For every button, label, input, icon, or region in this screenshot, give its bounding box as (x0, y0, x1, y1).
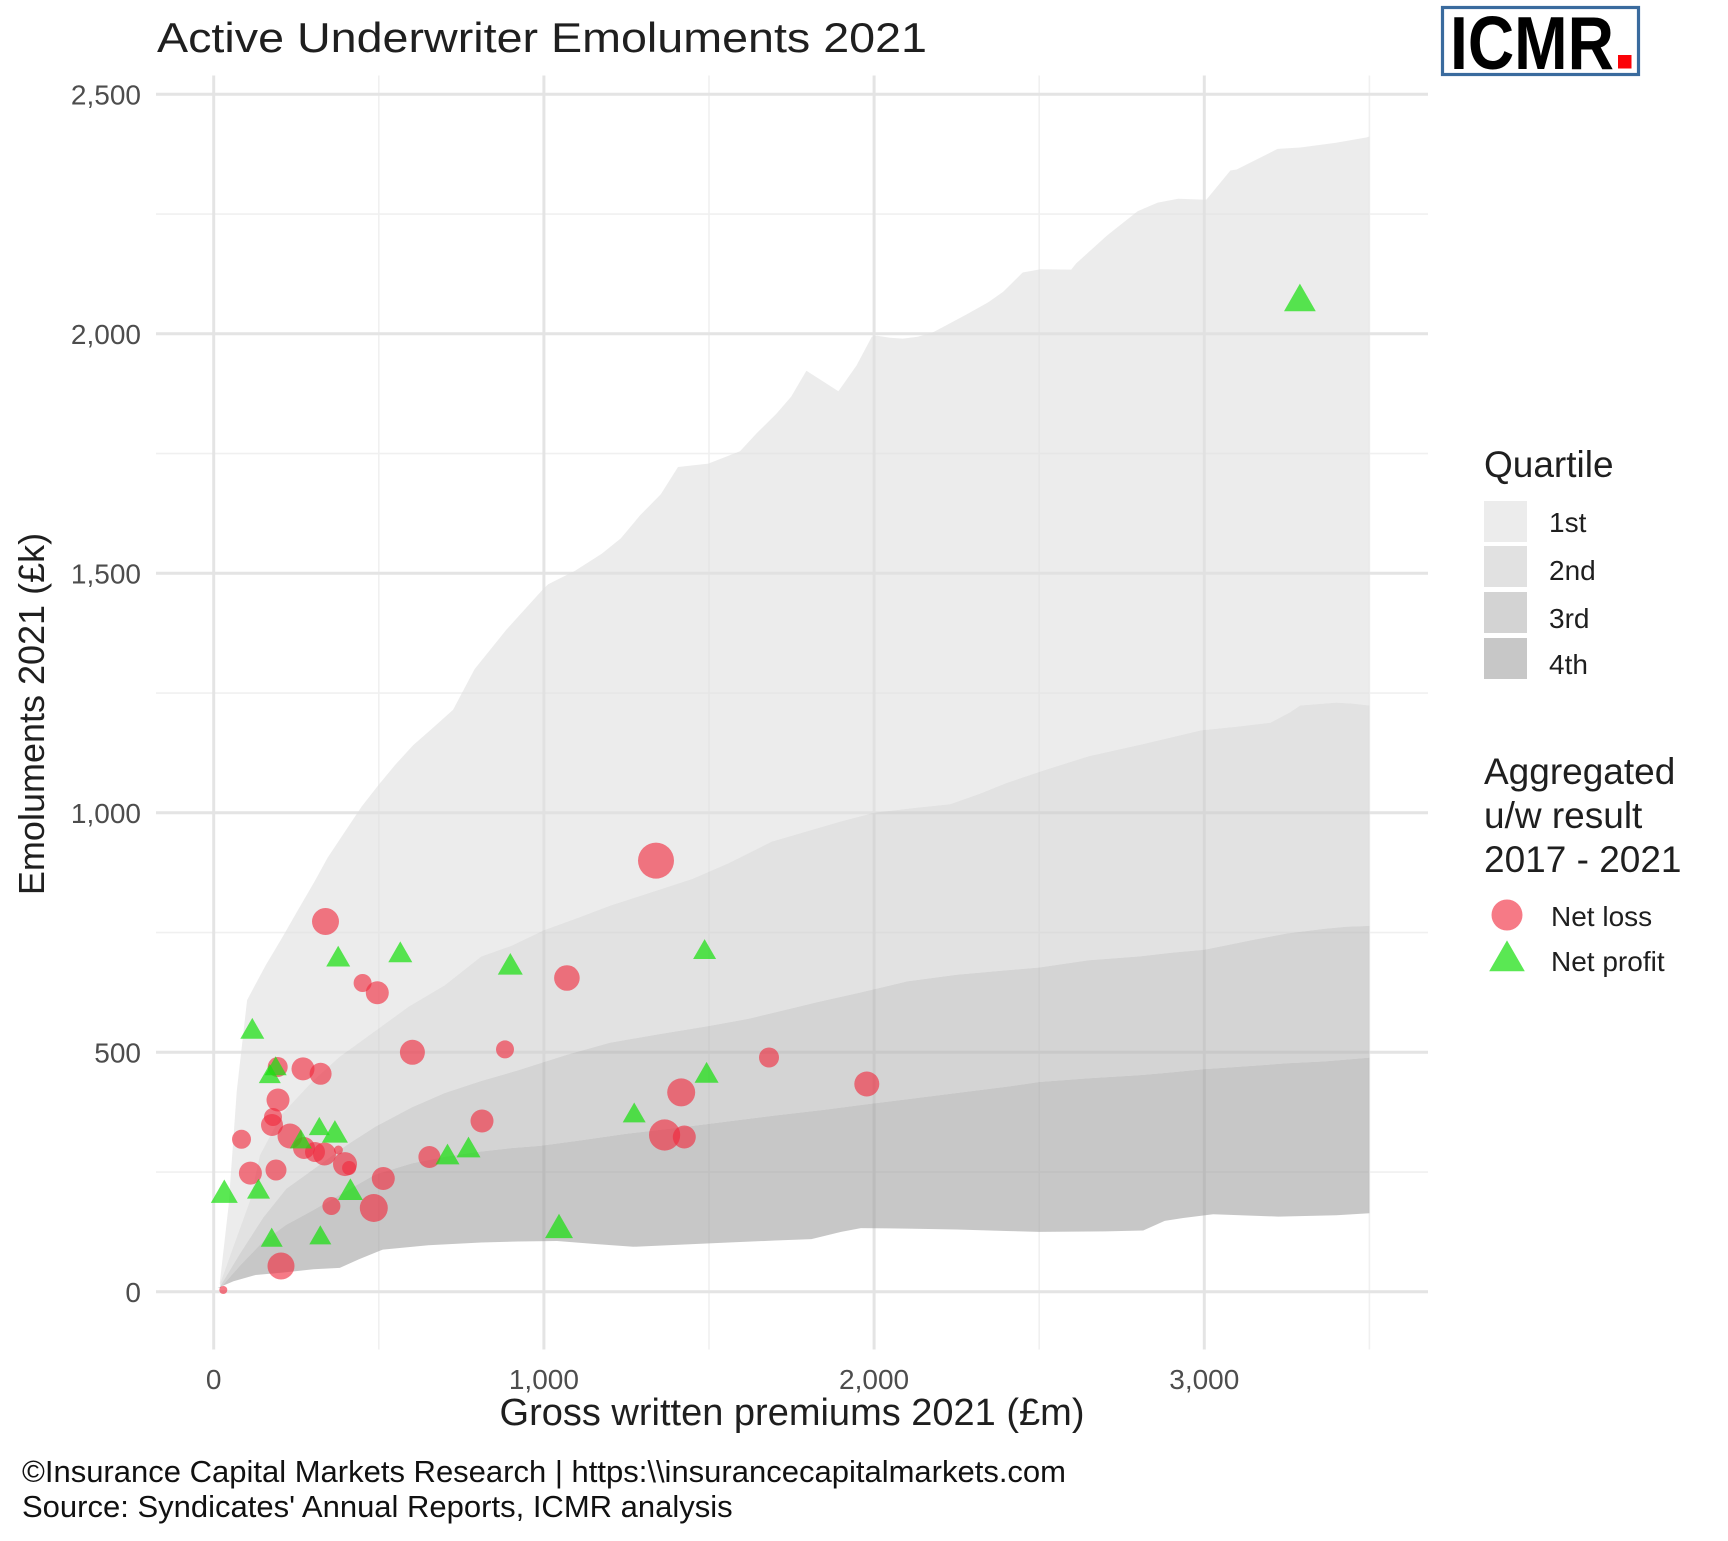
svg-text:2017 - 2021: 2017 - 2021 (1484, 839, 1682, 880)
svg-text:2nd: 2nd (1549, 555, 1596, 586)
svg-text:©Insurance Capital Markets Res: ©Insurance Capital Markets Research | ht… (22, 1454, 1066, 1489)
svg-text:4th: 4th (1549, 649, 1588, 680)
svg-text:2,000: 2,000 (839, 1364, 909, 1395)
svg-text:1,000: 1,000 (509, 1364, 579, 1395)
svg-text:2,000: 2,000 (71, 319, 141, 350)
svg-text:0: 0 (206, 1364, 222, 1395)
svg-text:0: 0 (125, 1277, 141, 1308)
svg-text:2,500: 2,500 (71, 79, 141, 110)
svg-text:3rd: 3rd (1549, 603, 1589, 634)
svg-text:1st: 1st (1549, 507, 1587, 538)
svg-text:Active Underwriter Emoluments: Active Underwriter Emoluments 2021 (157, 14, 927, 61)
svg-text:Quartile: Quartile (1484, 444, 1614, 485)
svg-text:Net profit: Net profit (1551, 946, 1665, 977)
svg-text:Aggregated: Aggregated (1484, 751, 1675, 792)
svg-text:Gross written premiums 2021 (£: Gross written premiums 2021 (£m) (500, 1392, 1085, 1434)
svg-text:500: 500 (94, 1037, 141, 1068)
svg-text:3,000: 3,000 (1169, 1364, 1239, 1395)
svg-text:u/w result: u/w result (1484, 795, 1643, 836)
svg-text:Net loss: Net loss (1551, 901, 1652, 932)
svg-text:1,000: 1,000 (71, 798, 141, 829)
svg-text:Emoluments 2021 (£k): Emoluments 2021 (£k) (11, 533, 52, 895)
svg-text:Source: Syndicates' Annual Rep: Source: Syndicates' Annual Reports, ICMR… (22, 1489, 733, 1524)
svg-text:ICMR: ICMR (1450, 1, 1614, 85)
svg-text:1,500: 1,500 (71, 558, 141, 589)
